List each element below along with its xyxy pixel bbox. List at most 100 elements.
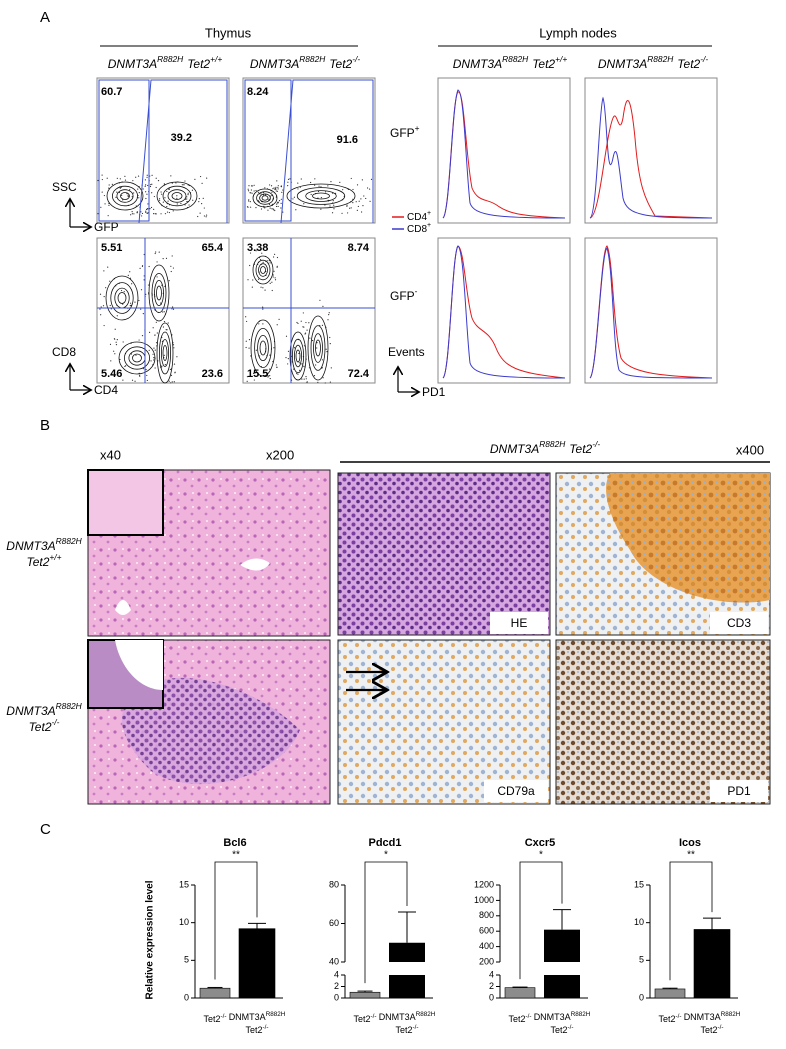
histology: HE CD3 CD79a PD1 — [87, 469, 771, 805]
event-dot — [245, 340, 247, 342]
contour — [250, 319, 276, 377]
event-dot — [145, 210, 147, 212]
contour — [259, 193, 271, 203]
contour — [112, 185, 139, 207]
event-dot — [168, 188, 170, 191]
contour — [258, 263, 268, 277]
superscript: -/- — [263, 1024, 269, 1031]
event-dot — [317, 381, 319, 383]
event-dot — [346, 204, 348, 206]
contour — [315, 339, 321, 357]
text-part: Tet2 — [677, 57, 700, 71]
event-dot — [203, 215, 206, 217]
event-dot — [170, 265, 172, 267]
event-dot — [287, 363, 289, 365]
contour — [156, 181, 198, 211]
event-dot — [316, 342, 318, 344]
histogram-plot — [437, 77, 571, 224]
contour — [120, 192, 130, 200]
vessel — [115, 558, 270, 615]
event-dot — [326, 351, 328, 353]
event-dot — [188, 204, 190, 206]
event-dot — [322, 377, 324, 379]
event-dot — [262, 323, 264, 325]
superscript: +/+ — [210, 54, 222, 64]
event-dot — [111, 183, 113, 185]
contour — [148, 264, 170, 322]
text-part: Tet2 — [532, 57, 555, 71]
contour — [259, 340, 267, 356]
event-dot — [130, 302, 132, 304]
superscript: -/- — [221, 1013, 227, 1020]
text-part: DNMT3A — [6, 539, 55, 553]
event-dot — [305, 378, 307, 380]
axis-arrows — [70, 200, 418, 392]
event-dot — [156, 261, 158, 263]
event-dot — [167, 322, 169, 324]
magnification: x40 — [100, 447, 121, 462]
superscript: R882H — [56, 701, 83, 711]
event-dot — [124, 175, 126, 177]
event-dot — [172, 344, 175, 346]
event-dot — [153, 212, 155, 215]
event-dot — [168, 280, 170, 282]
y-tick-label: 5 — [184, 955, 189, 965]
event-dot — [129, 305, 131, 307]
event-dot — [330, 181, 332, 183]
event-dot — [143, 275, 145, 277]
event-dot — [306, 381, 308, 383]
event-dot — [132, 180, 134, 182]
event-dot — [198, 198, 200, 200]
chart-title: Bcl6 — [223, 837, 246, 849]
event-dot — [206, 177, 208, 179]
event-dot — [144, 179, 146, 181]
event-dot — [163, 354, 165, 356]
genotype: DNMT3AR882H — [6, 536, 82, 553]
event-dot — [148, 349, 150, 351]
event-dot — [155, 342, 158, 344]
event-dot — [272, 274, 274, 276]
event-dot — [320, 186, 322, 188]
event-dot — [101, 178, 103, 181]
event-dot — [136, 211, 138, 213]
y-tick-label: 800 — [479, 910, 494, 920]
event-dot — [296, 372, 298, 375]
event-dot — [298, 362, 300, 364]
event-dot — [131, 379, 134, 381]
axis-label: SSC — [52, 180, 77, 194]
event-dot — [249, 264, 251, 267]
y-tick-label: 1000 — [474, 895, 494, 905]
contour — [291, 338, 304, 374]
y-tick-label: 200 — [479, 956, 494, 966]
event-dot — [249, 206, 252, 208]
axis-label: CD8 — [52, 345, 76, 359]
superscript: +/+ — [555, 54, 567, 64]
event-dot — [262, 308, 264, 310]
event-dot — [301, 363, 303, 365]
event-dot — [156, 276, 158, 278]
contour — [156, 285, 162, 301]
event-dot — [149, 208, 151, 210]
event-dot — [97, 213, 99, 215]
event-dot — [255, 250, 257, 252]
y-tick-label: 40 — [329, 956, 339, 966]
superscript: R882H — [721, 1011, 741, 1018]
event-dot — [346, 205, 348, 207]
event-dot — [143, 279, 145, 281]
event-dot — [99, 293, 102, 295]
event-dot — [276, 256, 279, 259]
event-dot — [251, 185, 254, 187]
event-dot — [108, 184, 110, 186]
event-dot — [134, 380, 136, 382]
event-dot — [146, 193, 148, 195]
event-dot — [301, 378, 303, 380]
event-dot — [109, 343, 112, 345]
event-dot — [269, 282, 271, 284]
significance-bracket — [364, 861, 408, 984]
bar — [544, 975, 580, 998]
significance: ** — [232, 850, 240, 861]
event-dot — [293, 347, 296, 349]
gate-value: 72.4 — [348, 368, 370, 380]
event-dot — [250, 185, 253, 187]
event-dot — [145, 191, 147, 193]
